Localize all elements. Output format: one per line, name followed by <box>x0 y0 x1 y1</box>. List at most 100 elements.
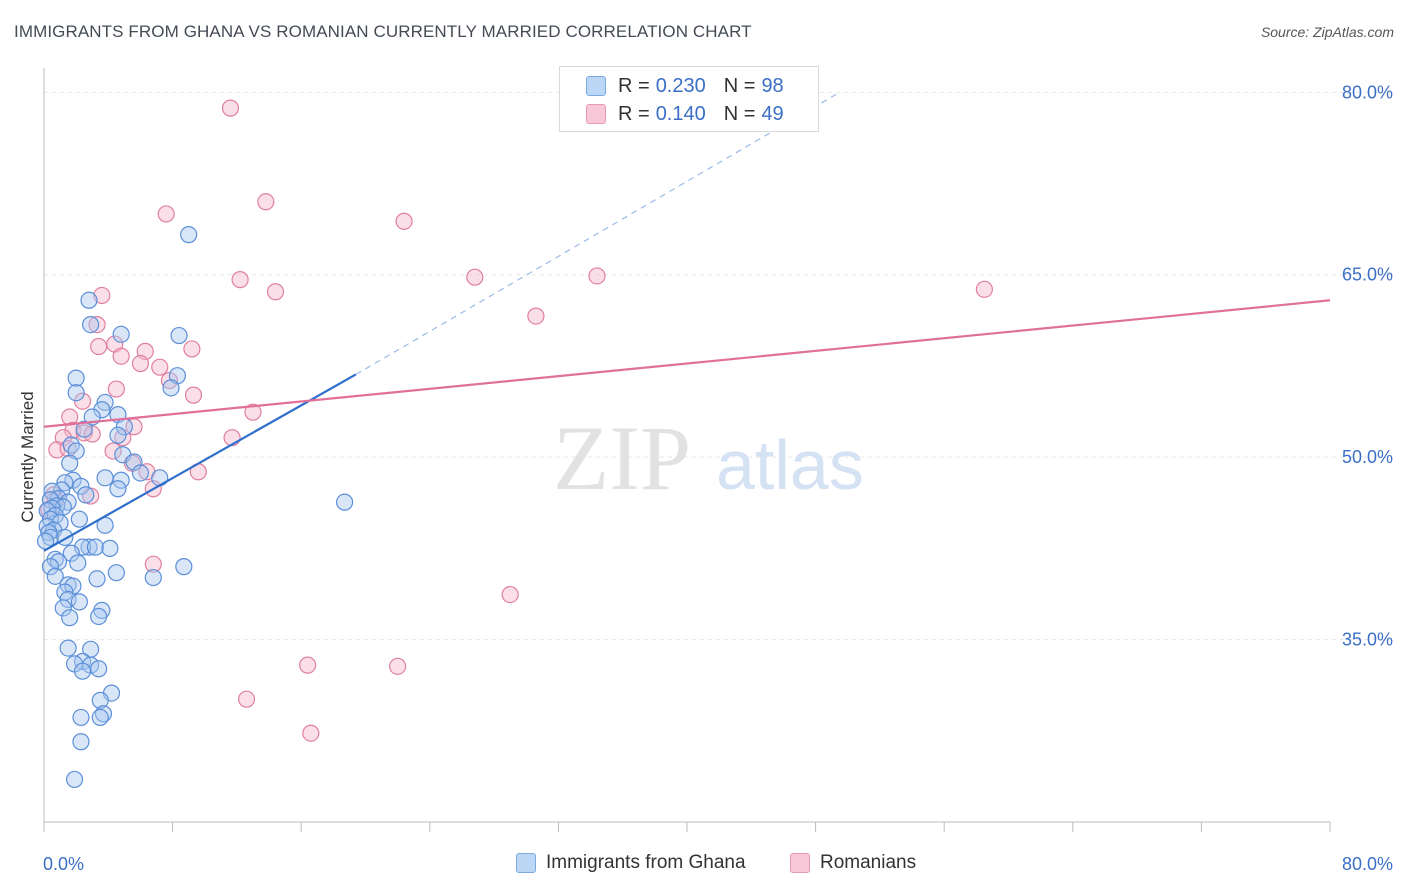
ghana-point <box>125 453 143 471</box>
ghana-point <box>67 369 85 387</box>
ghana-point <box>109 426 127 444</box>
ghana-point <box>49 553 68 571</box>
romanian-point <box>131 354 150 373</box>
ghana-point <box>109 480 127 498</box>
bottom-legend-label-ghana: Immigrants from Ghana <box>546 852 746 873</box>
ghana-point <box>88 570 106 588</box>
ghana-point <box>69 554 87 572</box>
ghana-point <box>46 567 64 585</box>
bottom-legend-ghana: Immigrants from Ghana <box>516 852 746 874</box>
romanian-point <box>112 347 130 365</box>
romanian-point <box>93 286 111 305</box>
romanian-point <box>466 268 484 286</box>
ghana-point <box>72 708 90 727</box>
romanian-point <box>114 429 132 447</box>
ghana-point <box>96 469 114 487</box>
legend-n-label: N = <box>723 102 756 125</box>
ghana-point <box>91 708 109 727</box>
romanian-trend-line <box>43 299 1331 428</box>
romanian-point <box>501 585 519 604</box>
ghana-point <box>80 291 98 309</box>
ghana-point <box>59 639 77 657</box>
ghana-point <box>336 493 354 511</box>
ghana-point <box>82 316 100 334</box>
ghana-point <box>70 510 88 528</box>
ghana-point <box>54 599 72 617</box>
romanian-point <box>88 316 106 334</box>
legend: R = 0.230 N = 98 R = 0.140 N = 49 <box>559 66 819 132</box>
romanian-point <box>221 99 240 117</box>
romanian-point <box>151 358 169 376</box>
ghana-point <box>41 491 60 509</box>
romanian-point <box>90 337 108 356</box>
watermark-zip: ZIP <box>553 407 691 509</box>
romanian-point <box>231 271 249 289</box>
ghana-point <box>107 564 125 582</box>
bottom-legend-label-romanians: Romanians <box>820 852 917 873</box>
ghana-point <box>75 420 93 438</box>
ghana-point <box>67 384 85 402</box>
romanian-point <box>389 657 407 675</box>
ghana-point <box>162 379 180 397</box>
ghana-point <box>73 662 92 680</box>
ghana-point <box>80 538 98 556</box>
watermark: ZIP atlas <box>553 407 864 509</box>
axes <box>43 68 1331 832</box>
romanian-points <box>40 99 993 742</box>
romanian-point <box>588 267 606 285</box>
legend-r-value: 0.140 <box>655 102 706 125</box>
romanian-point <box>157 205 175 223</box>
ghana-points <box>37 226 354 789</box>
ghana-point <box>61 609 79 627</box>
ghana-point <box>180 226 198 244</box>
legend-n-value: 98 <box>761 74 784 97</box>
chart-title: IMMIGRANTS FROM GHANA VS ROMANIAN CURREN… <box>14 22 752 41</box>
ghana-point <box>175 558 193 576</box>
ghana-point <box>131 464 150 482</box>
ghana-point <box>112 325 130 343</box>
legend-n-value: 49 <box>761 102 784 125</box>
romanian-point <box>299 656 317 674</box>
legend-r-label: R = <box>618 102 650 125</box>
trend-lines <box>43 91 1331 552</box>
tick-labels: 35.0% 50.0% 65.0% 80.0% 0.0% 80.0% <box>43 82 1393 874</box>
romanian-point <box>266 283 285 301</box>
romanian-point <box>244 403 262 421</box>
ghana-point <box>144 568 162 587</box>
y-tick-label: 65.0% <box>1342 265 1393 285</box>
romanian-point <box>73 392 92 410</box>
romanian-point <box>183 340 201 358</box>
ghana-point <box>59 493 77 511</box>
romanian-point <box>975 280 993 298</box>
ghana-point <box>70 593 88 611</box>
ghana-point <box>101 539 119 557</box>
romanian-point <box>107 380 125 398</box>
ghana-point <box>62 544 80 562</box>
legend-n-label: N = <box>723 74 756 97</box>
legend-r-value: 0.230 <box>655 74 706 97</box>
ghana-point <box>86 538 105 556</box>
bottom-legend-swatch-ghana <box>516 853 536 873</box>
romanian-point <box>257 193 275 211</box>
ghana-point <box>72 733 90 751</box>
watermark-atlas: atlas <box>716 426 864 504</box>
romanian-point <box>104 442 122 460</box>
legend-r-label: R = <box>618 74 650 97</box>
source-label: Source: ZipAtlas.com <box>1260 24 1394 40</box>
x-tick-label: 0.0% <box>43 854 84 874</box>
legend-row-romanian: R = 0.140 N = 49 <box>586 101 784 127</box>
ghana-point <box>170 326 188 345</box>
ghana-point <box>90 660 108 678</box>
ghana-trend-line <box>43 373 357 552</box>
ghana-point <box>77 486 95 504</box>
x-tick-label: 80.0% <box>1342 854 1393 874</box>
ghana-point <box>65 770 84 789</box>
ghana-point <box>41 558 60 576</box>
legend-swatch-romanian <box>586 104 606 124</box>
ghana-point <box>61 454 79 472</box>
y-axis-label: Currently Married <box>18 391 37 522</box>
legend-swatch-ghana <box>586 76 606 96</box>
grid-lines <box>44 91 1392 641</box>
romanian-point <box>527 307 545 325</box>
